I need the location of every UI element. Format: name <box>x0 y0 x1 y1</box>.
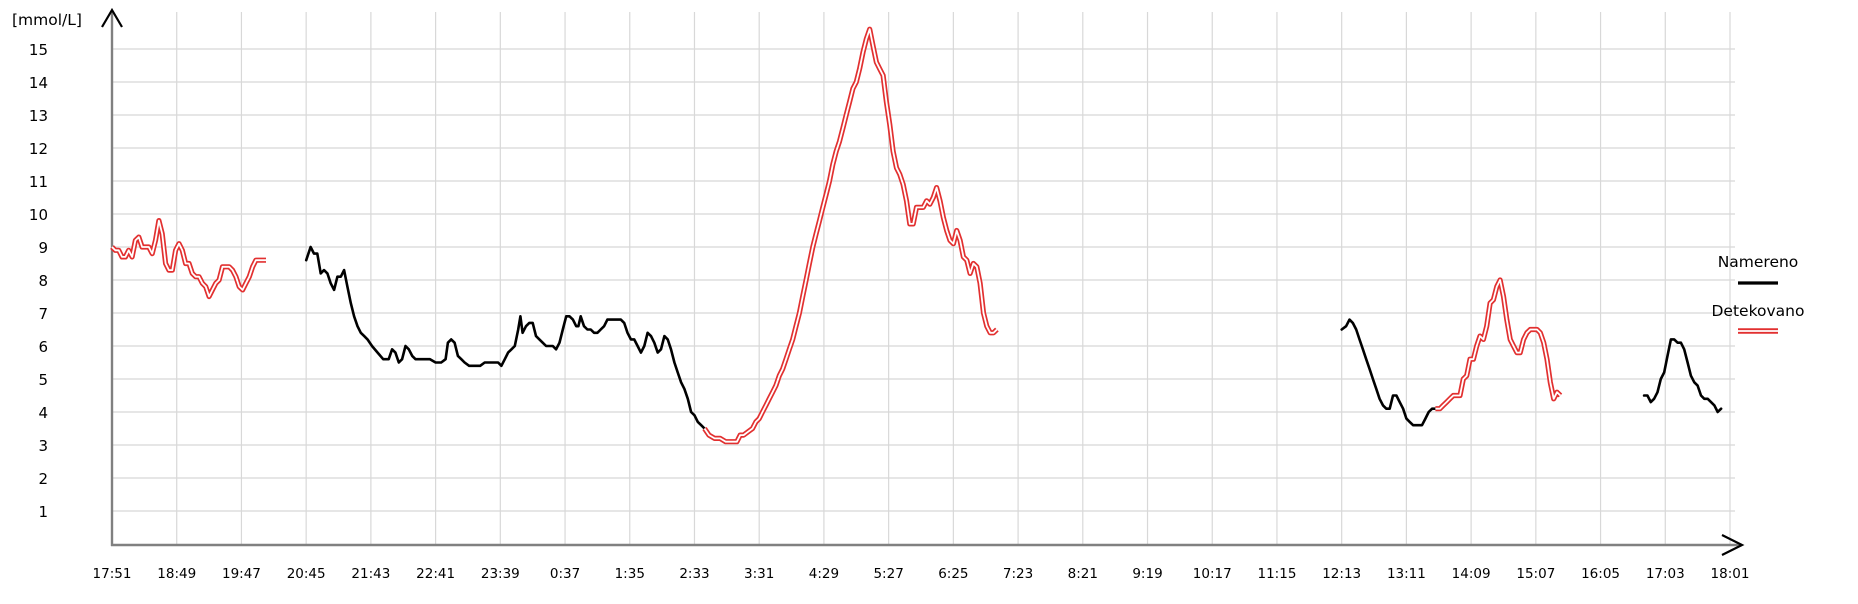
series-detekovano-outer-segment-3 <box>1435 277 1563 412</box>
y-tick-label: 11 <box>29 173 48 191</box>
legend-label-detekovano: Detekovano <box>1712 302 1805 320</box>
x-tick-label: 21:43 <box>351 566 390 582</box>
y-tick-label: 13 <box>29 107 48 125</box>
y-tick-label: 1 <box>38 503 48 521</box>
series-namereno-line-segment-1 <box>304 245 706 430</box>
x-tick-label: 6:25 <box>938 566 968 582</box>
x-tick-label: 3:31 <box>744 566 774 582</box>
x-tick-label: 10:17 <box>1193 566 1232 582</box>
x-tick-label: 1:35 <box>615 566 645 582</box>
x-tick-label: 11:15 <box>1258 566 1297 582</box>
y-tick-label: 10 <box>29 206 48 224</box>
x-tick-label: 18:01 <box>1711 566 1750 582</box>
x-tick-label: 2:33 <box>679 566 709 582</box>
x-tick-label: 14:09 <box>1452 566 1491 582</box>
series-detekovano-inner-segment-2 <box>703 28 998 443</box>
x-tick-label: 8:21 <box>1068 566 1098 582</box>
y-tick-label: 8 <box>38 272 48 290</box>
x-tick-label: 20:45 <box>287 566 326 582</box>
y-tick-label: 2 <box>38 470 48 488</box>
y-tick-label: 6 <box>38 338 48 356</box>
x-tick-label: 23:39 <box>481 566 520 582</box>
x-tick-label: 22:41 <box>416 566 455 582</box>
x-tick-label: 7:23 <box>1003 566 1033 582</box>
y-tick-label: 14 <box>29 74 48 92</box>
y-axis-arrow <box>101 7 123 28</box>
x-tick-label: 15:07 <box>1516 566 1555 582</box>
y-tick-label: 4 <box>38 404 48 422</box>
x-tick-label: 5:27 <box>873 566 903 582</box>
x-tick-label: 9:19 <box>1132 566 1162 582</box>
y-tick-label: 5 <box>38 371 48 389</box>
legend-label-namereno: Namereno <box>1718 253 1799 271</box>
y-tick-label: 15 <box>29 41 48 59</box>
x-tick-label: 4:29 <box>809 566 839 582</box>
legend: Namereno Detekovano <box>1712 253 1805 334</box>
y-unit-label: [mmol/L] <box>12 11 82 29</box>
x-tick-label: 17:03 <box>1646 566 1685 582</box>
x-tick-label: 12:13 <box>1322 566 1361 582</box>
y-tick-label: 12 <box>29 140 48 158</box>
series-namereno-line-segment-3 <box>1642 338 1723 414</box>
x-tick-label: 18:49 <box>157 566 196 582</box>
x-tick-label: 13:11 <box>1387 566 1426 582</box>
x-tick-label: 16:05 <box>1581 566 1620 582</box>
y-tick-label: 9 <box>38 239 48 257</box>
axis-layer <box>101 7 1745 556</box>
x-axis-arrow <box>1721 534 1745 556</box>
x-tick-label: 0:37 <box>550 566 580 582</box>
series-namereno-line-segment-2 <box>1340 318 1437 427</box>
x-tick-label: 19:47 <box>222 566 261 582</box>
y-tick-label: 7 <box>38 305 48 323</box>
x-tick-label: 17:51 <box>93 566 132 582</box>
grid-layer <box>111 12 1735 544</box>
x-tick-labels: 17:51 18:49 19:47 20:45 21:43 22:41 23:39 0:37 1… <box>93 566 1750 582</box>
y-tick-label: 3 <box>38 437 48 455</box>
series-detekovano-inner-segment-3 <box>1435 279 1562 410</box>
series-detekovano-outer-segment-1 <box>110 218 266 300</box>
series-layer <box>110 26 1723 445</box>
series-detekovano-inner-segment-1 <box>111 219 266 298</box>
